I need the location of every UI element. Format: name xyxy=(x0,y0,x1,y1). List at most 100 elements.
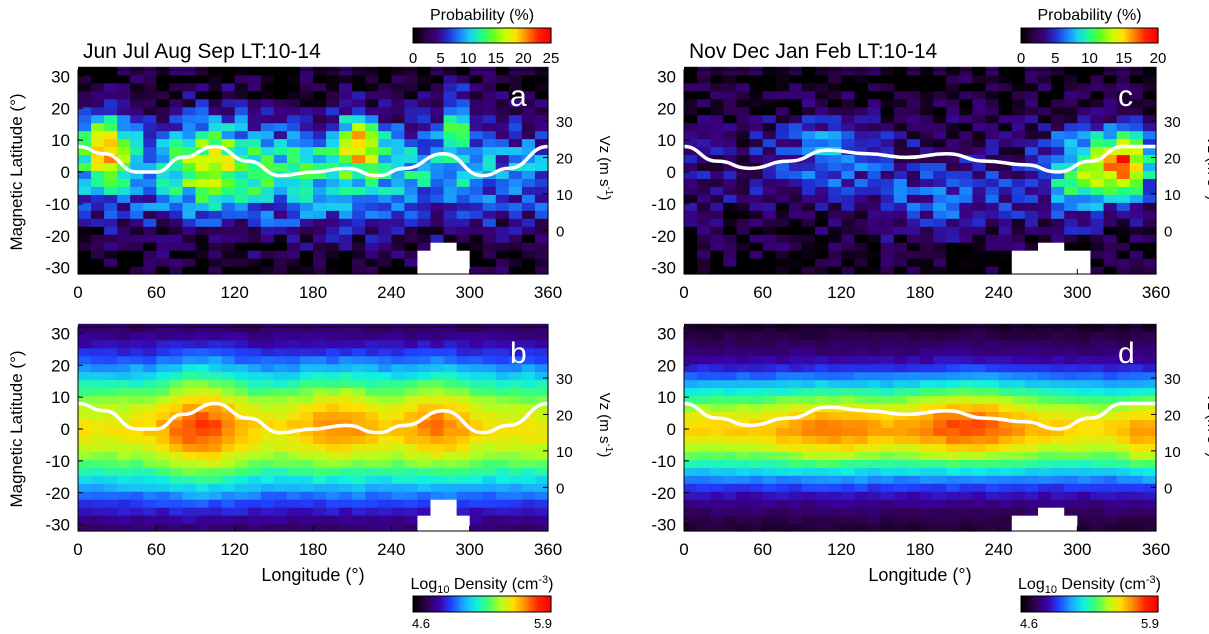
heatmap-cell xyxy=(788,443,803,452)
heatmap-cell xyxy=(1077,210,1092,219)
colorbar-swatch xyxy=(548,28,552,43)
heatmap-cell xyxy=(788,170,803,179)
vz-axis-label: Vz (m s-1) xyxy=(596,393,614,458)
colorbar-swatch xyxy=(532,28,536,43)
colorbar-swatch xyxy=(507,28,511,43)
heatmap-cell xyxy=(482,363,497,373)
heatmap-cell xyxy=(1051,427,1065,436)
heatmap-cell xyxy=(723,435,738,444)
heatmap-cell xyxy=(946,339,960,349)
heatmap-cell xyxy=(208,66,223,76)
heatmap-cell xyxy=(815,266,829,275)
heatmap-cell xyxy=(495,138,510,148)
heatmap-cell xyxy=(736,403,751,413)
heatmap-cell xyxy=(893,403,908,413)
heatmap-cell xyxy=(1090,170,1105,179)
heatmap-cell xyxy=(880,98,895,108)
heatmap-cell xyxy=(841,130,856,140)
heatmap-cell xyxy=(247,186,262,195)
heatmap-cell xyxy=(339,339,353,349)
colorbar-swatch xyxy=(436,28,439,43)
heatmap-cell xyxy=(208,483,223,492)
heatmap-cell xyxy=(710,443,724,452)
heatmap-cell xyxy=(104,323,118,333)
heatmap-cell xyxy=(775,443,790,452)
heatmap-cell xyxy=(469,387,484,397)
heatmap-cell xyxy=(273,186,288,195)
heatmap-cell xyxy=(1077,363,1092,373)
heatmap-cell xyxy=(788,186,803,195)
heatmap-cell xyxy=(697,355,711,365)
heatmap-cell xyxy=(1129,427,1144,436)
heatmap-cell xyxy=(893,387,908,397)
heatmap-cell xyxy=(920,347,934,357)
heatmap-cell xyxy=(946,146,960,156)
heatmap-cell xyxy=(130,234,144,243)
heatmap-cell xyxy=(946,363,960,373)
heatmap-cell xyxy=(1090,371,1105,381)
heatmap-cell xyxy=(391,74,405,84)
colorbar-swatch xyxy=(472,28,476,43)
heatmap-cell xyxy=(208,507,223,516)
heatmap-cell xyxy=(1129,194,1144,203)
heatmap-cell xyxy=(391,379,405,389)
heatmap-cell xyxy=(91,82,105,92)
colorbar-swatch xyxy=(1034,28,1038,43)
heatmap-cell xyxy=(91,363,105,373)
heatmap-cell xyxy=(299,210,314,219)
heatmap-cell xyxy=(946,202,960,211)
heatmap-cell xyxy=(247,403,262,413)
heatmap-cell xyxy=(1077,467,1092,476)
heatmap-cell xyxy=(313,379,327,389)
heatmap-cell xyxy=(998,379,1013,389)
heatmap-cell xyxy=(195,114,210,124)
heatmap-cell xyxy=(104,403,118,413)
heatmap-cell xyxy=(880,186,895,195)
heatmap-cell xyxy=(260,443,275,452)
panel-title: Nov Dec Jan Feb LT:10-14 xyxy=(689,40,938,63)
colorbar-swatch xyxy=(1116,28,1120,43)
heatmap-cell xyxy=(313,483,327,492)
heatmap-cell xyxy=(273,435,288,444)
heatmap-cell xyxy=(802,515,816,524)
heatmap-cell xyxy=(697,210,711,219)
heatmap-cell xyxy=(972,339,987,349)
heatmap-cell xyxy=(1051,162,1065,172)
heatmap-cell xyxy=(286,146,301,156)
heatmap-cell xyxy=(156,122,170,132)
heatmap-cell xyxy=(169,379,184,389)
heatmap-cell xyxy=(391,395,405,405)
heatmap-cell xyxy=(893,371,908,381)
heatmap-cell xyxy=(443,106,458,116)
heatmap-cell xyxy=(208,379,223,389)
heatmap-cell xyxy=(208,258,223,267)
heatmap-cell xyxy=(339,130,353,140)
heatmap-cell xyxy=(221,467,236,476)
heatmap-cell xyxy=(508,443,523,452)
heatmap-cell xyxy=(156,363,170,373)
colorbar-swatch xyxy=(447,28,451,43)
heatmap-cell xyxy=(78,331,92,341)
heatmap-cell xyxy=(469,122,484,132)
heatmap-cell xyxy=(391,459,405,468)
heatmap-cell xyxy=(697,82,711,92)
heatmap-cell xyxy=(404,387,419,397)
vz-label-main: Vz (m s xyxy=(1204,136,1209,187)
colorbar-swatch xyxy=(449,28,453,43)
heatmap-cell xyxy=(880,355,895,365)
heatmap-cell xyxy=(378,395,392,405)
heatmap-cell xyxy=(313,178,327,187)
heatmap-cell xyxy=(247,355,262,365)
heatmap-cell xyxy=(195,371,210,381)
heatmap-cell xyxy=(352,122,366,132)
heatmap-cell xyxy=(762,411,777,421)
heatmap-cell xyxy=(391,186,405,195)
heatmap-cell xyxy=(736,411,751,421)
heatmap-cell xyxy=(508,491,523,500)
heatmap-cell xyxy=(234,459,249,468)
heatmap-cell xyxy=(841,114,856,124)
heatmap-cell xyxy=(404,435,419,444)
heatmap-cell xyxy=(430,266,445,275)
heatmap-cell xyxy=(156,154,170,164)
heatmap-cell xyxy=(775,210,790,219)
